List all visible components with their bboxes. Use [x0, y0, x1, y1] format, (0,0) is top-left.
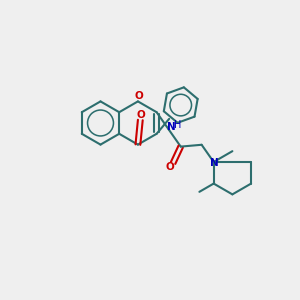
- Text: O: O: [134, 91, 143, 101]
- Text: H: H: [174, 120, 182, 130]
- Text: O: O: [165, 161, 174, 172]
- Text: N: N: [211, 158, 219, 168]
- Text: O: O: [136, 110, 145, 120]
- Text: N: N: [167, 122, 176, 132]
